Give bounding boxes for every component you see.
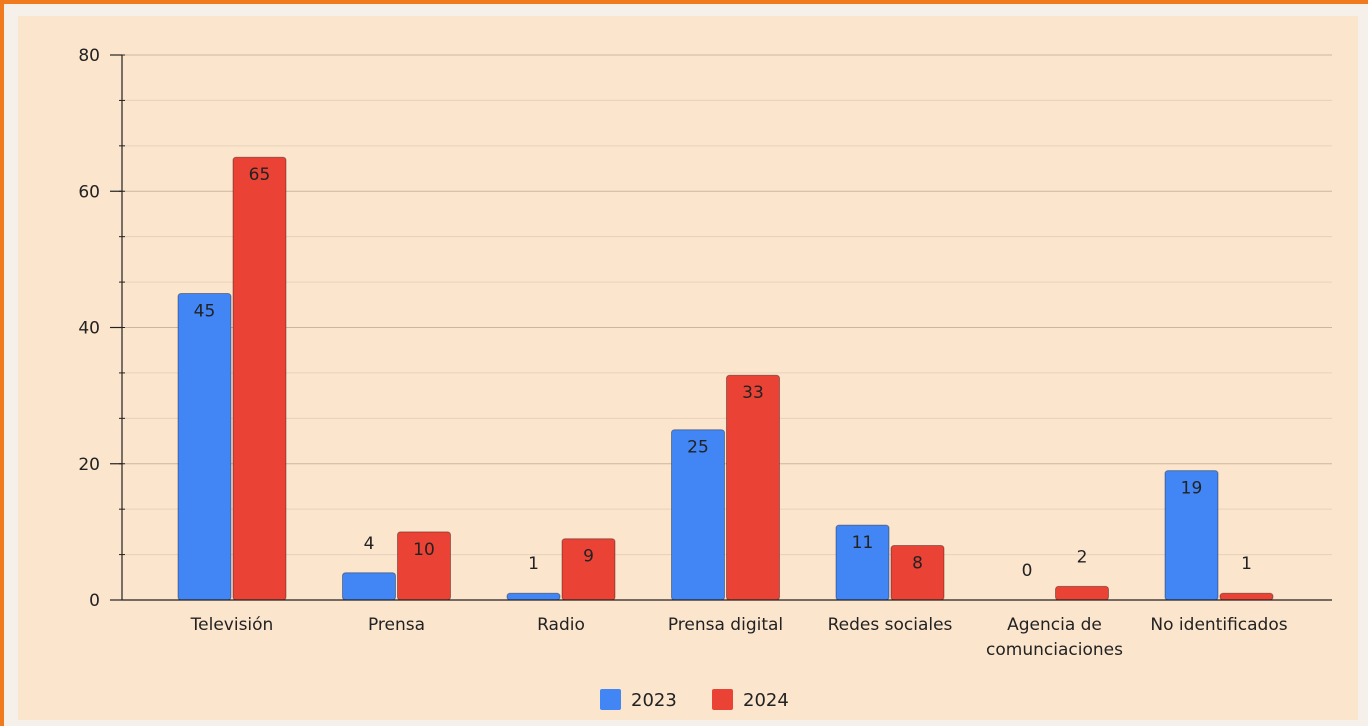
bar-2023 — [177, 292, 232, 601]
legend: 2023 2024 — [600, 689, 789, 711]
data-label: 8 — [912, 554, 923, 574]
bar-2023 — [342, 572, 396, 601]
y-tick-label: 80 — [78, 46, 100, 66]
bar-2023 — [506, 592, 561, 601]
data-label: 11 — [852, 533, 874, 553]
legend-swatch-2024 — [712, 689, 733, 710]
data-label: 1 — [1241, 554, 1252, 574]
data-label: 0 — [1022, 561, 1033, 581]
data-label: 9 — [583, 547, 594, 567]
bar-2024 — [232, 156, 287, 601]
x-tick-label: Radio — [537, 615, 585, 635]
y-tick-label: 60 — [78, 182, 100, 202]
chart-panel: 0 20 40 60 80 Televisión Prensa Radio Prensa dig… — [18, 16, 1358, 720]
x-tick-label: Prensa digital — [668, 615, 783, 635]
data-label: 4 — [364, 534, 375, 554]
bar-2024 — [726, 374, 780, 601]
legend-label-2024: 2024 — [743, 690, 789, 711]
data-label: 19 — [1181, 479, 1203, 499]
x-tick-label: Prensa — [368, 615, 425, 635]
bars-group — [177, 156, 1274, 601]
data-label: 1 — [528, 554, 539, 574]
x-tick-label: Agencia de — [1007, 615, 1102, 635]
data-label: 2 — [1077, 547, 1088, 567]
data-label: 10 — [413, 540, 435, 560]
data-label: 33 — [742, 383, 764, 403]
grid-lines — [122, 54, 1332, 556]
x-tick-label: comunciaciones — [986, 640, 1123, 660]
bar-2024 — [1219, 592, 1274, 601]
data-label: 45 — [194, 301, 216, 321]
y-tick-label: 20 — [78, 455, 100, 475]
data-label: 65 — [249, 165, 271, 185]
x-tick-label: Redes sociales — [828, 615, 953, 635]
legend-swatch-2023 — [600, 689, 621, 710]
x-tick-label: Televisión — [190, 615, 274, 635]
legend-label-2023: 2023 — [631, 690, 677, 711]
x-tick-label: No identificados — [1150, 615, 1287, 635]
y-tick-label: 40 — [78, 319, 100, 339]
data-label: 25 — [687, 438, 709, 458]
y-tick-label: 0 — [89, 591, 100, 611]
bar-2024 — [1055, 585, 1109, 601]
